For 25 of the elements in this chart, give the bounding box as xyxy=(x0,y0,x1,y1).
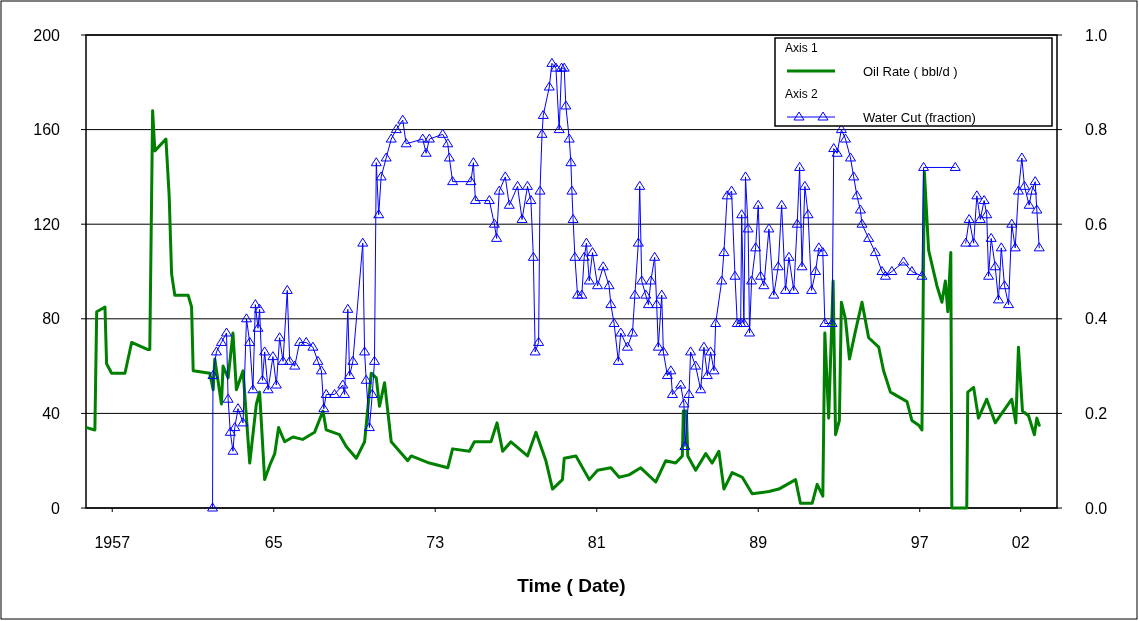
x-tick-label: 1957 xyxy=(94,534,131,551)
y2-tick-label: 1.0 xyxy=(1085,26,1108,44)
x-tick-label: 89 xyxy=(749,534,768,551)
y2-tick-label: 0.8 xyxy=(1085,121,1108,139)
y-tick-label: 80 xyxy=(42,310,61,328)
x-tick-label: 02 xyxy=(1011,534,1030,551)
x-tick-label: 65 xyxy=(264,534,283,551)
legend-label: Water Cut (fraction) xyxy=(863,110,976,125)
y2-tick-label: 0.4 xyxy=(1085,310,1108,328)
x-tick-label: 73 xyxy=(426,534,445,551)
y-tick-label: 40 xyxy=(42,405,61,422)
legend-label: Oil Rate ( bbl/d ) xyxy=(863,64,958,79)
x-axis-title: Time ( Date) xyxy=(517,575,626,596)
y-tick-label: 160 xyxy=(33,121,61,139)
annotation: Axis 1 xyxy=(785,41,818,55)
line-series xyxy=(85,109,1041,510)
y2-tick-label: 0.0 xyxy=(1085,499,1108,517)
y2-tick-label: 0.2 xyxy=(1085,405,1108,422)
y-tick-label: 0 xyxy=(51,499,61,517)
x-tick-label: 97 xyxy=(910,534,929,551)
annotation: Axis 2 xyxy=(785,87,818,101)
x-tick-label: 81 xyxy=(587,534,606,551)
y-tick-label: 120 xyxy=(33,215,61,233)
y-tick-label: 200 xyxy=(33,26,61,44)
y2-tick-label: 0.6 xyxy=(1085,215,1108,233)
